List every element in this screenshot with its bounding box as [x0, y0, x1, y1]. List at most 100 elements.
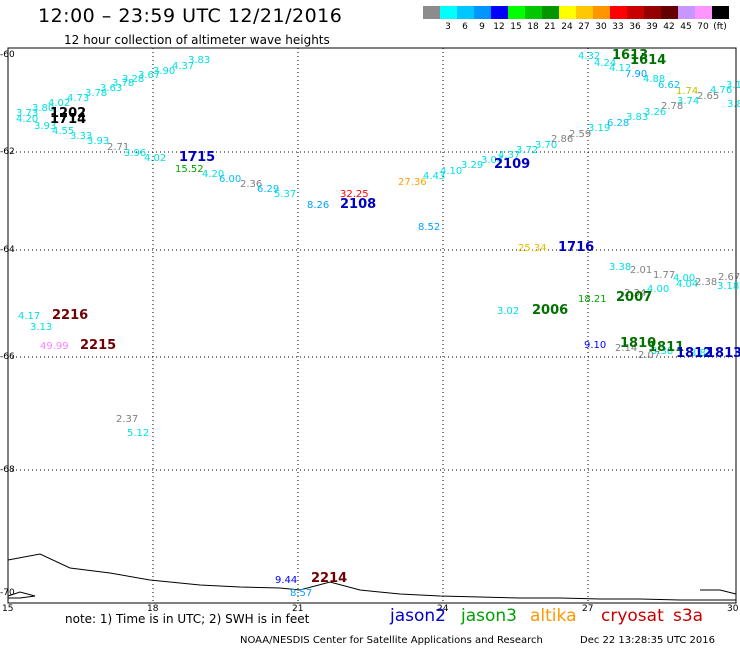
legend-swatch-label: 42 [663, 22, 675, 32]
wave-height-label: 4.32 [578, 51, 601, 62]
pass-time-label: 1715 [179, 150, 216, 165]
wave-height-label: 3.33 [70, 131, 93, 142]
footer-credit: NOAA/NESDIS Center for Satellite Applica… [240, 635, 543, 646]
wave-height-label: 2.65 [697, 91, 720, 102]
legend-swatch [542, 6, 559, 19]
y-tick-label: -64 [0, 245, 15, 255]
y-tick-label: -60 [0, 50, 15, 60]
pass-time-label: 1614 [630, 53, 667, 68]
legend-swatch-label: 15 [510, 22, 522, 32]
wave-height-label: 3.19 [588, 123, 611, 134]
satellite-name: s3a [673, 606, 704, 626]
wave-height-label: 4.00 [647, 284, 670, 295]
wave-height-label: 3.13 [30, 322, 53, 333]
wave-height-label: 1.77 [653, 270, 676, 281]
wave-height-label: 1.74 [676, 86, 699, 97]
legend-swatch [559, 6, 576, 19]
wave-height-label: 3.1 [726, 80, 740, 91]
legend-swatch [678, 6, 695, 19]
pass-time-label: 1811 [648, 340, 685, 355]
legend-swatch-label: 70 [697, 22, 709, 32]
map-frame [7, 47, 737, 604]
wave-height-label: 2.34 [624, 288, 647, 299]
wave-height-label: 6.28 [607, 118, 630, 129]
wave-height-label: 3.83 [188, 55, 211, 66]
wave-height-label: 4.20 [16, 114, 39, 125]
pass-time-label: 1714 [50, 112, 87, 127]
y-tick-label: -66 [0, 352, 15, 362]
satellite-name: jason2 [390, 606, 446, 626]
legend-swatch [644, 6, 661, 19]
legend-swatch [525, 6, 542, 19]
wave-height-label: 2.14 [615, 343, 638, 354]
wave-height-label: 4.43 [423, 171, 446, 182]
wave-height-label: 4.12 [609, 63, 632, 74]
pass-time-label: 2215 [80, 338, 117, 353]
wave-height-label: 2.38 [695, 277, 718, 288]
pass-time-label: 2214 [311, 571, 348, 586]
wave-height-label: 4.24 [594, 58, 617, 69]
wave-height-label: 15.52 [175, 164, 204, 175]
wave-height-label: 2.59 [569, 129, 592, 140]
pass-time-label: 2108 [340, 197, 377, 212]
wave-height-label: 3.38 [651, 346, 674, 357]
legend-swatch-label: 24 [561, 22, 573, 32]
wave-height-label: 4.55 [52, 126, 75, 137]
wave-height-label: 4.00 [673, 273, 696, 284]
pass-time-label: 2006 [532, 303, 569, 318]
legend-swatch [491, 6, 508, 19]
satellite-name: cryosat [601, 606, 664, 626]
wave-height-label: 9.44 [275, 575, 298, 586]
wave-height-label: 3.28 [122, 74, 145, 85]
wave-height-label: 4.02 [48, 98, 71, 109]
x-tick-label: 27 [582, 604, 594, 614]
page-title: 12:00 – 23:59 UTC 12/21/2016 [38, 5, 343, 27]
pass-time-label: 1810 [620, 336, 657, 351]
wave-height-label: 3.82 [690, 348, 713, 359]
legend-swatch [576, 6, 593, 19]
wave-height-label: 3.67 [138, 70, 161, 81]
wave-height-label: 3.29 [461, 160, 484, 171]
pass-time-label: 1813 [706, 346, 740, 361]
wave-height-label: 5.12 [127, 428, 150, 439]
legend-swatch-label: 30 [595, 22, 607, 32]
x-tick-label: 15 [2, 604, 14, 614]
legend-swatch [661, 6, 678, 19]
wave-height-label: 2.67 [718, 272, 740, 283]
legend-swatch [695, 6, 712, 19]
map-grid [8, 48, 736, 603]
page-subtitle: 12 hour collection of altimeter wave hei… [64, 33, 330, 47]
pass-time-label: 1202 [50, 106, 87, 121]
x-tick-label: 18 [147, 604, 159, 614]
wave-height-label: 2.78 [661, 101, 684, 112]
pass-time-label: 1716 [558, 240, 595, 255]
footer-timestamp: Dec 22 13:28:35 UTC 2016 [580, 635, 715, 646]
wave-height-label: 2.37 [116, 414, 139, 425]
legend-swatch-label: 21 [544, 22, 556, 32]
satellite-name: jason3 [461, 606, 517, 626]
legend-swatch-label: 45 [680, 22, 692, 32]
wave-height-label: 3.26 [644, 107, 667, 118]
wave-height-label: 9.10 [584, 340, 607, 351]
footer-note: note: 1) Time is in UTC; 2) SWH is in fe… [65, 612, 310, 626]
legend-swatch-label: 27 [578, 22, 590, 32]
legend-swatch-label: 9 [479, 22, 485, 32]
wave-height-label: 8.57 [290, 588, 313, 599]
wave-height-label: 25.34 [518, 243, 547, 254]
pass-time-label: 2007 [616, 290, 653, 305]
wave-height-label: 4.10 [440, 166, 463, 177]
legend-swatch-label: 33 [612, 22, 624, 32]
wave-height-label: 3.82 [727, 99, 740, 110]
wave-height-label: 4.73 [67, 93, 90, 104]
wave-height-label: 4.20 [202, 169, 225, 180]
wave-height-label: 4.88 [643, 74, 666, 85]
legend-swatch-label: (ft) [713, 22, 727, 32]
wave-height-label: 3.93 [87, 136, 110, 147]
wave-height-label: 4.37 [172, 61, 195, 72]
wave-height-label: 3.93 [34, 121, 57, 132]
wave-height-label: 3.90 [153, 66, 176, 77]
x-tick-label: 30 [727, 604, 739, 614]
wave-height-label: 3.78 [112, 78, 135, 89]
legend-swatch [508, 6, 525, 19]
legend-swatch-label: 3 [445, 22, 451, 32]
